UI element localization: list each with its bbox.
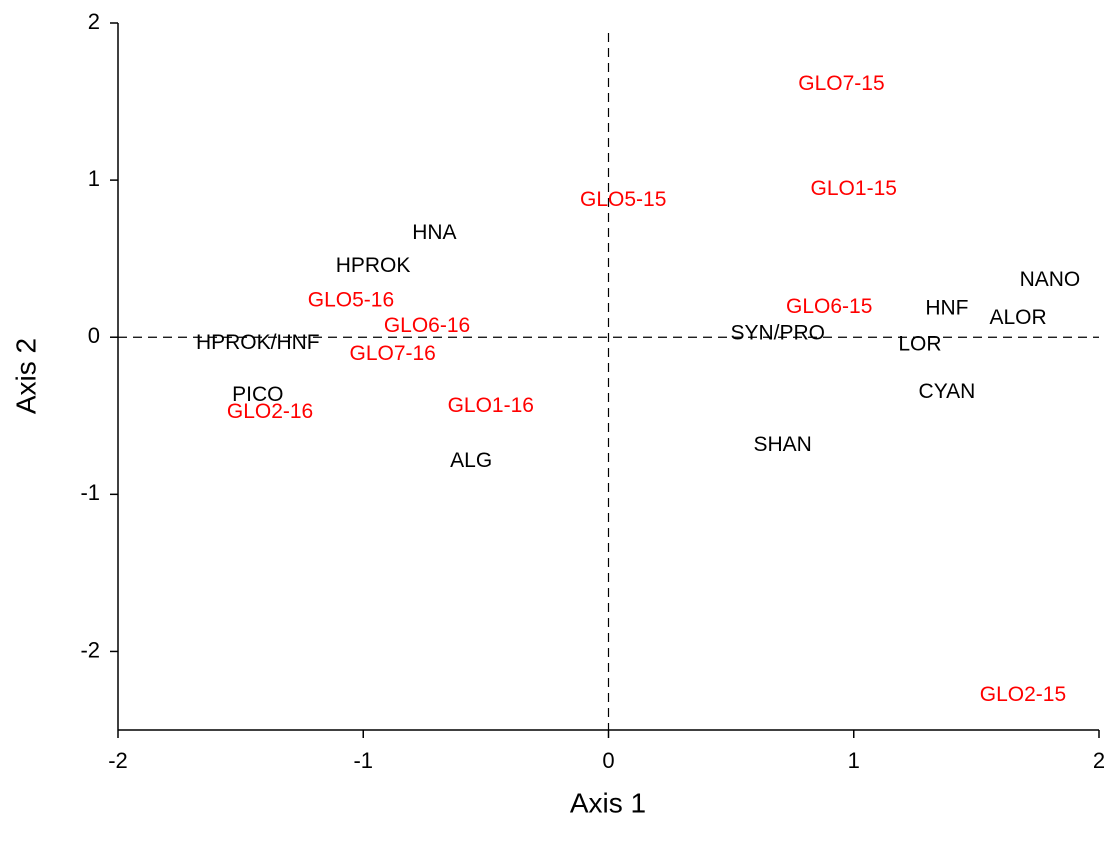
point-label: CYAN <box>919 380 976 403</box>
y-tick-label: -2 <box>80 637 100 662</box>
x-tick-label: -1 <box>353 748 373 773</box>
point-label: HPROK <box>336 254 411 277</box>
point-label: GLO7-15 <box>798 72 884 95</box>
point-label: SHAN <box>753 433 811 456</box>
point-label: GLO5-16 <box>308 289 394 312</box>
point-label: ALG <box>450 449 492 472</box>
y-tick-label: -1 <box>80 480 100 505</box>
x-tick-label: -2 <box>108 748 128 773</box>
x-tick-label: 0 <box>602 748 614 773</box>
point-label: GLO6-16 <box>384 314 470 337</box>
point-label: ALOR <box>989 306 1046 329</box>
y-tick-label: 2 <box>88 9 100 34</box>
point-label: GLO2-15 <box>980 683 1066 706</box>
point-label: LOR <box>898 333 941 356</box>
point-label: GLO2-16 <box>227 400 313 423</box>
x-tick-label: 1 <box>848 748 860 773</box>
point-label: GLO7-16 <box>349 342 435 365</box>
x-axis-label: Axis 1 <box>570 787 646 818</box>
point-label: NANO <box>1020 268 1081 291</box>
y-tick-label: 1 <box>88 166 100 191</box>
point-label: HNF <box>925 296 968 319</box>
y-axis-label: Axis 2 <box>10 338 41 414</box>
x-tick-label: 2 <box>1093 748 1105 773</box>
point-label: HNA <box>412 221 456 244</box>
point-label: SYN/PRO <box>730 322 825 345</box>
point-label: GLO5-15 <box>580 188 666 211</box>
y-tick-label: 0 <box>88 323 100 348</box>
point-label: HPROK/HNF <box>196 331 320 354</box>
point-label: GLO1-15 <box>811 177 897 200</box>
point-label: GLO1-16 <box>448 394 534 417</box>
point-label: PICO <box>232 383 283 406</box>
point-label: GLO6-15 <box>786 295 872 318</box>
